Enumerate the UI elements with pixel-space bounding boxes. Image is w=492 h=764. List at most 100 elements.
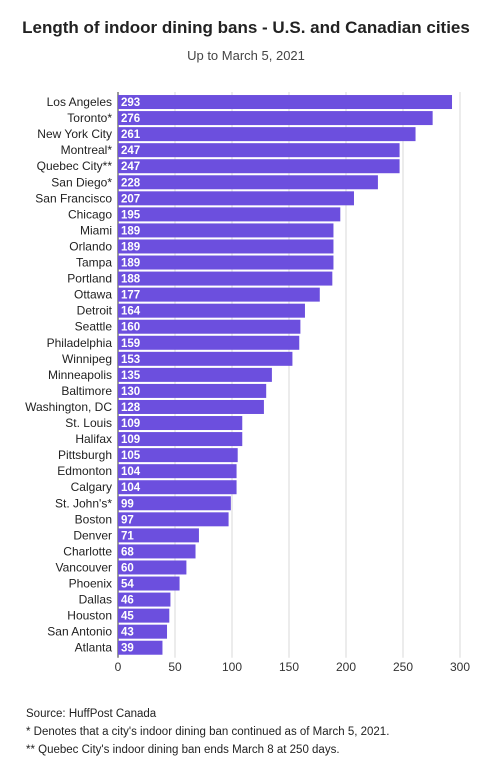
category-label: Minneapolis bbox=[48, 368, 112, 382]
category-label: Los Angeles bbox=[47, 95, 112, 109]
category-label: Portland bbox=[67, 272, 112, 286]
x-tick-label: 250 bbox=[393, 660, 413, 674]
bar bbox=[118, 127, 416, 142]
category-label: San Diego* bbox=[51, 175, 112, 189]
bar bbox=[118, 399, 264, 414]
category-label: Miami bbox=[80, 223, 112, 237]
bar bbox=[118, 528, 199, 543]
bar bbox=[118, 287, 320, 302]
bar-value-label: 71 bbox=[121, 530, 134, 542]
category-label: Ottawa bbox=[74, 288, 112, 302]
bar bbox=[118, 512, 229, 527]
bar-value-label: 247 bbox=[121, 145, 140, 157]
bar-value-label: 54 bbox=[121, 579, 134, 591]
bar-value-label: 189 bbox=[121, 241, 140, 253]
source-note: Source: HuffPost Canada bbox=[26, 708, 157, 720]
bar bbox=[118, 560, 187, 575]
category-label: Philadelphia bbox=[47, 336, 113, 350]
category-label: St. Louis bbox=[65, 416, 112, 430]
category-label: Baltimore bbox=[61, 384, 112, 398]
category-label: St. John's* bbox=[55, 496, 112, 510]
bar-chart: 0 50 100 150 200 250 300 Los Angeles 293 Toronto*… bbox=[25, 92, 470, 674]
bar-value-label: 104 bbox=[121, 466, 141, 478]
footnote-double-asterisk: ** Quebec City's indoor dining ban ends … bbox=[26, 744, 340, 756]
category-label: Winnipeg bbox=[62, 352, 112, 366]
bar-value-label: 68 bbox=[121, 546, 134, 558]
bar bbox=[118, 239, 334, 254]
bar bbox=[118, 432, 243, 447]
bar bbox=[118, 319, 301, 334]
category-label: Denver bbox=[73, 528, 112, 542]
bar bbox=[118, 303, 305, 318]
category-label: Halifax bbox=[75, 432, 112, 446]
bar-value-label: 104 bbox=[121, 482, 141, 494]
x-tick-label: 300 bbox=[450, 660, 470, 674]
bar bbox=[118, 592, 171, 607]
bar-value-label: 99 bbox=[121, 498, 134, 510]
bar bbox=[118, 640, 163, 655]
bar-value-label: 45 bbox=[121, 611, 134, 623]
bar-value-label: 195 bbox=[121, 209, 141, 221]
chart-title: Length of indoor dining bans - U.S. and … bbox=[22, 18, 470, 37]
category-label: Houston bbox=[67, 609, 112, 623]
category-label: Dallas bbox=[79, 593, 112, 607]
category-label: Calgary bbox=[71, 480, 112, 494]
category-label: Seattle bbox=[75, 320, 113, 334]
bar-value-label: 189 bbox=[121, 258, 140, 270]
bar bbox=[118, 335, 300, 350]
bar-value-label: 177 bbox=[121, 290, 140, 302]
bar bbox=[118, 351, 293, 366]
bar-value-label: 276 bbox=[121, 113, 140, 125]
category-label: Pittsburgh bbox=[58, 448, 112, 462]
category-label: Charlotte bbox=[63, 544, 112, 558]
bar-value-label: 164 bbox=[121, 306, 141, 318]
category-label: Phoenix bbox=[69, 577, 112, 591]
bar bbox=[118, 207, 341, 222]
category-label: Washington, DC bbox=[25, 400, 112, 414]
bar bbox=[118, 255, 334, 270]
bar-value-label: 159 bbox=[121, 338, 140, 350]
footnote-single-asterisk: * Denotes that a city's indoor dining ba… bbox=[26, 726, 390, 738]
bar-value-label: 189 bbox=[121, 225, 140, 237]
bar-value-label: 46 bbox=[121, 595, 134, 607]
bar-value-label: 135 bbox=[121, 370, 141, 382]
bar bbox=[118, 223, 334, 238]
bar-value-label: 60 bbox=[121, 562, 134, 574]
bar bbox=[118, 175, 378, 190]
x-tick-label: 150 bbox=[279, 660, 299, 674]
category-label: San Antonio bbox=[47, 625, 112, 639]
x-tick-label: 100 bbox=[222, 660, 242, 674]
bar-value-label: 105 bbox=[121, 450, 141, 462]
category-label: New York City bbox=[37, 127, 112, 141]
bar bbox=[118, 544, 196, 559]
bar-value-label: 207 bbox=[121, 193, 140, 205]
bar bbox=[118, 416, 243, 431]
bar bbox=[118, 367, 272, 382]
category-label: Chicago bbox=[68, 207, 112, 221]
bar bbox=[118, 191, 354, 206]
category-label: Toronto* bbox=[67, 111, 112, 125]
bar-value-label: 188 bbox=[121, 274, 141, 286]
bar bbox=[118, 95, 453, 110]
bar-value-label: 247 bbox=[121, 161, 140, 173]
bar-value-label: 128 bbox=[121, 402, 141, 414]
category-label: Tampa bbox=[76, 256, 112, 270]
category-label: Quebec City** bbox=[37, 159, 113, 173]
bar bbox=[118, 496, 231, 511]
bar bbox=[118, 383, 267, 398]
x-tick-label: 0 bbox=[115, 660, 122, 674]
bar-value-label: 293 bbox=[121, 97, 140, 109]
category-label: Orlando bbox=[69, 239, 112, 253]
category-label: San Francisco bbox=[35, 191, 112, 205]
bar-value-label: 43 bbox=[121, 627, 134, 639]
bar-value-label: 261 bbox=[121, 129, 141, 141]
bar-value-label: 109 bbox=[121, 434, 140, 446]
bar-value-label: 109 bbox=[121, 418, 140, 430]
bar bbox=[118, 624, 168, 639]
chart-footer: Source: HuffPost Canada * Denotes that a… bbox=[26, 705, 389, 759]
x-tick-label: 50 bbox=[168, 660, 182, 674]
x-tick-label: 200 bbox=[336, 660, 356, 674]
category-label: Atlanta bbox=[75, 641, 113, 655]
bar bbox=[118, 576, 180, 591]
category-label: Vancouver bbox=[56, 560, 112, 574]
